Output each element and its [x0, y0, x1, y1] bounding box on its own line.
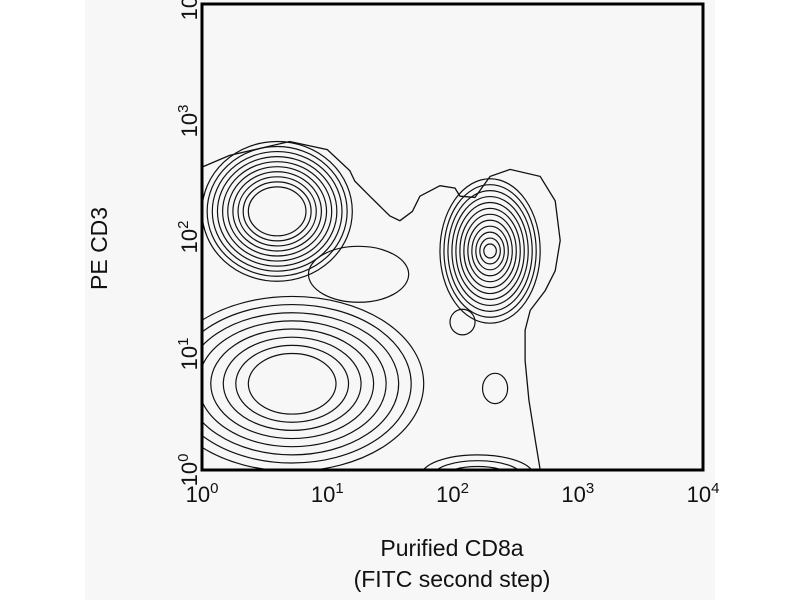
x-tick-label: 104	[686, 480, 720, 507]
contour-ring	[247, 186, 307, 237]
contour-ring	[247, 352, 337, 415]
contour-ring	[483, 243, 497, 259]
y-tick-label: 102	[175, 220, 202, 254]
contour-ring	[471, 225, 509, 277]
y-tick-label: 103	[175, 104, 202, 137]
contour-ring	[439, 178, 541, 324]
contour-ring	[459, 207, 521, 295]
contour-ring	[422, 454, 533, 470]
y-tick-label: 101	[175, 337, 202, 370]
contour-ring	[202, 320, 387, 448]
contour-ring	[202, 140, 353, 282]
contour-ring	[242, 181, 312, 242]
contour-ring	[455, 201, 525, 301]
contour-ring	[463, 213, 517, 289]
contour-ring	[479, 237, 501, 265]
x-axis-label-line2: (FITC second step)	[353, 566, 551, 592]
contour-ring	[206, 145, 348, 277]
contour-ring	[451, 465, 504, 470]
contour-ring	[202, 303, 412, 464]
contour-ring	[451, 195, 529, 307]
x-tick-label: 100	[185, 480, 219, 507]
contour-ring	[202, 312, 400, 456]
y-axis-label: PE CD3	[86, 206, 112, 290]
contour-ring	[202, 295, 425, 470]
contour-ring	[449, 308, 476, 336]
contour-ring	[232, 171, 323, 252]
contour-ring	[447, 190, 533, 312]
contour-ring	[481, 372, 509, 405]
contour-ring	[221, 161, 333, 262]
plot-frame	[200, 2, 705, 472]
contour-ring	[222, 336, 362, 431]
x-tick-label: 101	[310, 480, 344, 507]
contour-ring	[467, 219, 513, 283]
contour-ring	[475, 231, 505, 271]
contour-group	[202, 140, 561, 470]
outer-contour-line	[202, 140, 561, 470]
x-axis-label: Purified CD8a	[380, 535, 524, 561]
contour-ring	[237, 176, 317, 247]
contour-ring	[210, 328, 375, 440]
contour-ring	[443, 184, 537, 318]
contour-ring	[227, 166, 328, 257]
contour-ring	[307, 245, 410, 303]
x-tick-label: 103	[561, 480, 595, 507]
contour-ring	[235, 344, 350, 423]
contour-ring	[211, 150, 343, 272]
y-tick-label: 100	[175, 453, 202, 487]
x-tick-label: 102	[436, 480, 469, 507]
y-tick-label: 104	[177, 0, 202, 21]
figure-background	[85, 0, 715, 600]
contour-ring	[216, 156, 338, 267]
contour-ring	[436, 460, 519, 470]
